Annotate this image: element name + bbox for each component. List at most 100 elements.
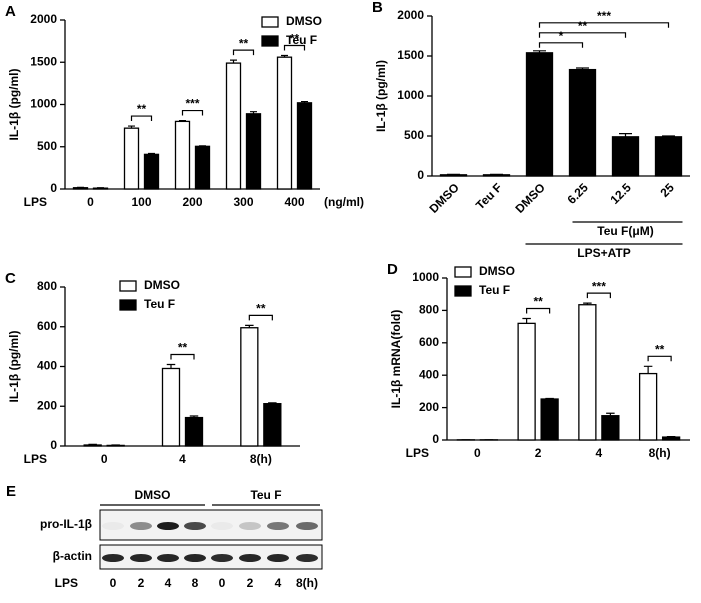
bar — [613, 137, 639, 176]
group-label: LPS+ATP — [577, 246, 630, 260]
x-axis-unit: (ng/ml) — [324, 195, 364, 209]
y-tick-label: 2000 — [397, 8, 424, 22]
legend-swatch — [455, 286, 471, 296]
bar — [570, 70, 596, 176]
y-tick-label: 400 — [419, 367, 439, 381]
blot-band — [102, 522, 124, 530]
y-axis-title: IL-1β mRNA(fold) — [389, 310, 403, 409]
significance-label: *** — [597, 9, 611, 23]
y-tick-label: 600 — [419, 335, 439, 349]
y-tick-label: 0 — [417, 168, 424, 182]
blot-band — [130, 522, 152, 530]
error-bar — [88, 444, 97, 445]
x-tick-label: 8(h) — [250, 452, 272, 466]
x-tick-label: 25 — [658, 180, 678, 200]
significance-bracket — [234, 50, 254, 55]
significance-label: ** — [137, 102, 147, 116]
blot-band — [157, 554, 179, 562]
x-axis-title: LPS — [24, 452, 47, 466]
significance-bracket — [540, 43, 583, 48]
y-tick-label: 1500 — [397, 48, 424, 62]
x-tick-label: 8(h) — [649, 446, 671, 460]
x-tick-label: 0 — [101, 452, 108, 466]
bar — [163, 368, 180, 446]
x-tick-label: 4 — [596, 446, 603, 460]
bar — [541, 399, 558, 440]
legend-swatch — [120, 281, 136, 291]
x-tick-label: DMSO — [427, 180, 462, 215]
x-axis-title: LPS — [406, 446, 429, 460]
lane-label: 2 — [138, 576, 145, 590]
lane-label: 0 — [219, 576, 226, 590]
significance-bracket — [587, 293, 610, 298]
y-tick-label: 1000 — [30, 97, 57, 111]
lane-label: 4 — [165, 576, 172, 590]
blot-band — [130, 554, 152, 562]
blot-band — [267, 554, 289, 562]
y-tick-label: 800 — [37, 279, 57, 293]
panel-label: B — [372, 0, 383, 16]
row-label: pro-IL-1β — [40, 517, 92, 531]
blot-band — [267, 522, 289, 530]
bar — [579, 305, 596, 440]
blot-band — [296, 522, 318, 530]
blot-band — [211, 522, 233, 530]
x-tick-label: 400 — [284, 195, 304, 209]
significance-label: ** — [578, 19, 588, 33]
y-tick-label: 1500 — [30, 54, 57, 68]
panel-label: C — [5, 270, 16, 287]
legend-label: Teu F — [479, 283, 510, 297]
y-tick-label: 400 — [37, 359, 57, 373]
bar — [74, 188, 88, 189]
y-tick-label: 800 — [419, 303, 439, 317]
lane-label: 8 — [192, 576, 199, 590]
blot-band — [102, 554, 124, 562]
bar — [518, 323, 535, 440]
bar — [640, 374, 657, 440]
legend-swatch — [455, 267, 471, 277]
significance-label: ** — [239, 36, 249, 50]
y-tick-label: 500 — [404, 128, 424, 142]
y-tick-label: 1000 — [397, 88, 424, 102]
x-tick-label: 6.25 — [564, 180, 591, 207]
blot-band — [211, 554, 233, 562]
significance-label: ** — [256, 302, 266, 316]
bar — [264, 404, 281, 446]
significance-bracket — [648, 356, 671, 361]
y-tick-label: 1000 — [412, 270, 439, 284]
y-axis-title: IL-1β (pg/ml) — [374, 60, 388, 132]
y-tick-label: 200 — [37, 398, 57, 412]
bar — [227, 63, 241, 189]
significance-bracket — [249, 315, 272, 320]
lane-label: 0 — [110, 576, 117, 590]
y-axis-title: IL-1β (pg/ml) — [7, 69, 21, 141]
significance-bracket — [540, 33, 626, 38]
legend-label: DMSO — [479, 264, 515, 278]
x-tick-label: 12.5 — [607, 180, 634, 207]
bar — [602, 416, 619, 440]
legend-swatch — [120, 300, 136, 310]
significance-bracket — [540, 23, 669, 28]
y-tick-label: 600 — [37, 319, 57, 333]
significance-label: ** — [655, 342, 665, 356]
bar — [527, 53, 553, 176]
bar — [196, 146, 210, 189]
y-tick-label: 0 — [50, 181, 57, 195]
bar — [278, 57, 292, 189]
x-axis-title: LPS — [24, 195, 47, 209]
x-tick-label: 0 — [87, 195, 94, 209]
bar — [176, 121, 190, 189]
significance-label: * — [559, 29, 564, 43]
significance-label: ** — [533, 295, 543, 309]
x-axis-title: LPS — [55, 576, 78, 590]
y-tick-label: 0 — [50, 438, 57, 452]
significance-bracket — [183, 111, 203, 116]
x-tick-label: 100 — [131, 195, 151, 209]
significance-bracket — [527, 309, 550, 314]
bar — [145, 154, 159, 189]
group-label: Teu F(μM) — [597, 224, 653, 238]
legend-label: DMSO — [286, 14, 322, 28]
x-tick-label: DMSO — [513, 180, 548, 215]
y-tick-label: 500 — [37, 139, 57, 153]
panel-label: D — [387, 261, 398, 278]
